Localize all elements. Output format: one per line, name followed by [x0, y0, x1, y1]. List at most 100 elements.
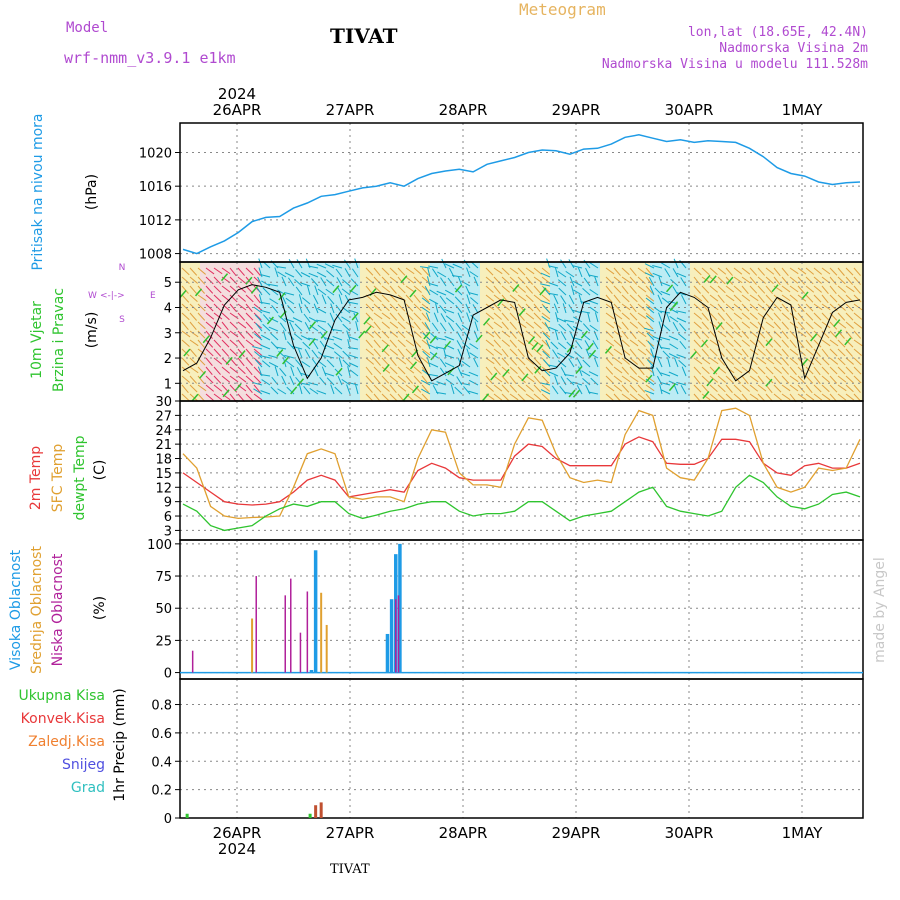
top-day-label: 29APR [552, 101, 601, 119]
wind-arrow [629, 276, 638, 285]
wind-arrow [373, 285, 382, 294]
wind-arrow-green [351, 312, 359, 321]
wind-arrow [205, 312, 215, 320]
wind-arrow [813, 276, 822, 284]
wind-arrow [678, 333, 687, 341]
wind-arrow [578, 294, 583, 305]
wind-arrow [472, 304, 479, 314]
compass-s: S [119, 315, 125, 325]
wind-arrow [205, 330, 213, 339]
wind-arrow [679, 323, 687, 332]
wind-arrow [829, 294, 838, 303]
wind-arrow [213, 267, 223, 275]
wind-arrow [501, 357, 510, 366]
wind-arrow [421, 276, 431, 284]
wind-arrow [426, 357, 431, 368]
wind-arrow [365, 321, 375, 329]
wind-arrow [709, 384, 718, 393]
wind-arrow [326, 279, 335, 287]
wind-arrow [413, 339, 422, 348]
wind-arrow [525, 267, 535, 275]
wind-arrow [853, 312, 863, 320]
wind-arrow [413, 357, 423, 365]
wind-arrow [637, 303, 646, 311]
wind-arrow [261, 379, 271, 386]
wind-arrow [552, 349, 559, 359]
wind-arrow [197, 303, 206, 312]
wind-arrow [365, 285, 373, 295]
wind-arrow [637, 267, 647, 275]
wind-arrow [813, 312, 822, 321]
wind-arrow [296, 259, 303, 269]
wind-arrow [473, 276, 479, 287]
wind-arrow [485, 294, 495, 302]
wind-arrow [797, 312, 805, 322]
y-tick-label: 12 [155, 481, 172, 496]
wind-arrow [181, 357, 190, 366]
wind-arrow [813, 303, 823, 311]
wind-arrow [555, 312, 559, 323]
wind-arrow [749, 285, 758, 294]
wind-arrow [560, 259, 567, 269]
wind-arrow [413, 384, 422, 393]
wind-arrow [428, 282, 439, 287]
wind-arrow [312, 294, 319, 305]
wind-arrow [821, 384, 830, 393]
wind-arrow [741, 375, 749, 385]
wind-arrow-green [700, 339, 708, 348]
wind-arrow [821, 339, 831, 347]
wind-arrow [662, 323, 671, 332]
wind-arrow [813, 348, 821, 357]
wind-arrow [312, 340, 319, 350]
wind-arrow [672, 268, 679, 278]
top-day-label: 26APR [213, 101, 262, 119]
wind-arrow [501, 348, 509, 358]
wind-arrow [637, 276, 646, 285]
wind-arrow-green [572, 389, 581, 398]
wind-arrow [308, 382, 319, 386]
wind-arrow [781, 339, 790, 348]
wind-arrow [311, 278, 319, 287]
wind-arrow [197, 375, 205, 385]
wind-arrow [422, 350, 431, 359]
wind-arrow [781, 294, 791, 302]
wind-direction-band [360, 262, 430, 401]
wind-arrow [205, 366, 213, 376]
top-day-label: 27APR [326, 101, 375, 119]
wind-arrow [657, 294, 663, 305]
wind-arrow [765, 267, 775, 275]
wind-arrow [773, 339, 782, 348]
wind-arrow [270, 386, 279, 395]
wind-arrow [853, 384, 861, 393]
wind-arrow [429, 289, 439, 296]
wind-arrow [533, 348, 542, 357]
wind-arrow [652, 272, 663, 278]
wind-arrow [501, 339, 510, 347]
wind-arrow [245, 357, 253, 366]
wind-arrow-green [765, 378, 773, 387]
wind-arrow-green [400, 275, 408, 284]
precip-bar [308, 813, 312, 818]
wind-arrow [757, 303, 767, 311]
wind-arrow [413, 294, 421, 303]
wind-arrow [443, 348, 447, 359]
wind-arrow [837, 339, 846, 348]
wind-arrow-green [238, 350, 246, 359]
wind-arrow [253, 267, 261, 276]
y-tick-label: 30 [155, 395, 172, 410]
wind-arrow [821, 393, 831, 401]
wind-arrow [485, 375, 493, 384]
wind-arrow [332, 328, 343, 332]
wind-arrow [533, 321, 542, 330]
wind-arrow [308, 337, 319, 341]
wind-arrow [621, 294, 630, 303]
wind-arrow [564, 353, 575, 359]
bottom-day-label: 26APR [213, 824, 262, 842]
wind-arrow [221, 375, 231, 383]
wind-arrow [576, 384, 583, 395]
wind-arrow [189, 267, 198, 276]
wind-arrow [554, 375, 559, 386]
wind-arrow [493, 267, 503, 275]
wind-arrow [676, 354, 687, 359]
wind-arrow [741, 276, 751, 284]
